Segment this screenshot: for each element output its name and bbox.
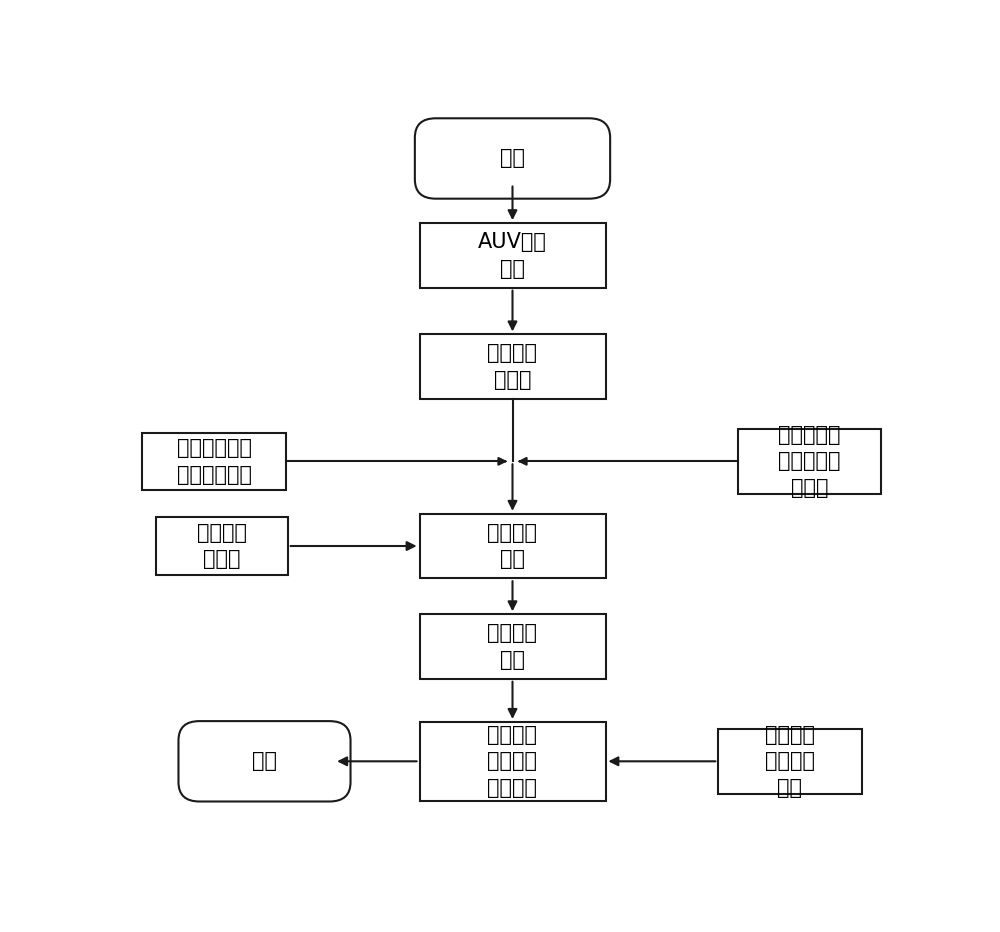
FancyBboxPatch shape xyxy=(738,429,881,494)
Text: 同精度层之间
实现信息融合: 同精度层之间 实现信息融合 xyxy=(177,438,252,485)
FancyBboxPatch shape xyxy=(420,614,606,678)
Text: 高低精度层
之间实现信
息传递: 高低精度层 之间实现信 息传递 xyxy=(778,425,841,498)
FancyBboxPatch shape xyxy=(142,432,286,490)
FancyBboxPatch shape xyxy=(718,729,862,794)
Text: 推算量测
模型: 推算量测 模型 xyxy=(488,523,538,569)
FancyBboxPatch shape xyxy=(415,118,610,199)
Text: 开始: 开始 xyxy=(500,148,525,169)
Text: AUV协同
导航: AUV协同 导航 xyxy=(478,232,547,279)
Text: 多传感器
数据融合
导航系统: 多传感器 数据融合 导航系统 xyxy=(488,725,538,798)
FancyBboxPatch shape xyxy=(420,223,606,288)
FancyBboxPatch shape xyxy=(420,514,606,578)
FancyBboxPatch shape xyxy=(420,335,606,399)
Text: 多传感器
数据融合
解算: 多传感器 数据融合 解算 xyxy=(765,725,815,798)
Text: 移动长基
线定位: 移动长基 线定位 xyxy=(197,523,247,569)
FancyBboxPatch shape xyxy=(156,517,288,575)
Text: 优化分层
式结构: 优化分层 式结构 xyxy=(488,343,538,390)
FancyBboxPatch shape xyxy=(420,721,606,801)
FancyBboxPatch shape xyxy=(178,721,351,802)
Text: 结束: 结束 xyxy=(252,751,277,772)
Text: 序贯滤波
算法: 序贯滤波 算法 xyxy=(488,624,538,670)
